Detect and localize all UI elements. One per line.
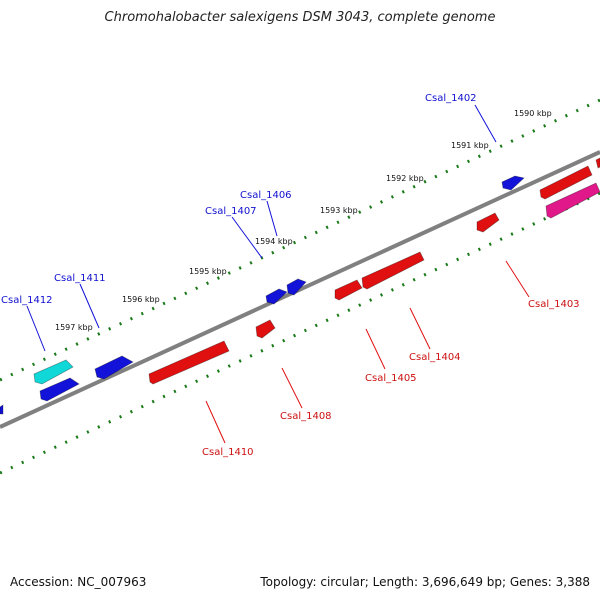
scale-label-1595: 1595 kbp <box>189 267 227 276</box>
label-csal-1405[interactable]: Csal_1405 <box>365 373 417 384</box>
gene-csal-1405[interactable] <box>334 279 363 301</box>
label-csal-1403[interactable]: Csal_1403 <box>528 299 580 310</box>
label-csal-1408[interactable]: Csal_1408 <box>280 411 332 422</box>
gene-csal-1412b[interactable] <box>39 377 80 402</box>
scale-label-1590: 1590 kbp <box>514 109 552 118</box>
label-csal-1404[interactable]: Csal_1404 <box>409 352 461 363</box>
scale-label-1592: 1592 kbp <box>386 174 424 183</box>
gene-right-red-small[interactable] <box>595 157 600 169</box>
gene-csal-1407[interactable] <box>286 278 307 296</box>
leader-csal-1405 <box>365 328 386 370</box>
map-title: Chromohalobacter salexigens DSM 3043, co… <box>104 10 496 25</box>
leader-csal-1410 <box>205 400 226 444</box>
gene-csal-1404[interactable] <box>361 251 425 290</box>
gene-csal-1403[interactable] <box>476 212 500 233</box>
gene-right-red[interactable] <box>539 165 593 200</box>
gene-left-edge[interactable] <box>0 404 4 415</box>
leader-csal-1412 <box>26 305 46 352</box>
genome-backbone <box>0 150 600 429</box>
leader-csal-1406 <box>266 200 278 237</box>
label-csal-1407[interactable]: Csal_1407 <box>205 206 257 217</box>
gene-csal-1410[interactable] <box>148 340 230 385</box>
leader-csal-1411 <box>79 283 100 329</box>
label-csal-1412[interactable]: Csal_1412 <box>1 295 53 306</box>
gene-csal-1402[interactable] <box>501 175 525 191</box>
scale-label-1597: 1597 kbp <box>55 323 93 332</box>
outer-tick-track <box>0 98 600 382</box>
gene-csal-1406[interactable] <box>265 288 288 305</box>
inner-tick-track <box>0 191 600 475</box>
gene-csal-1408[interactable] <box>255 319 276 339</box>
label-csal-1411[interactable]: Csal_1411 <box>54 273 106 284</box>
genome-summary-text: Topology: circular; Length: 3,696,649 bp… <box>260 575 590 589</box>
scale-label-1591: 1591 kbp <box>451 141 489 150</box>
scale-label-1594: 1594 kbp <box>255 237 293 246</box>
gene-right-pink[interactable] <box>545 182 600 219</box>
scale-label-1593: 1593 kbp <box>320 206 358 215</box>
label-csal-1406[interactable]: Csal_1406 <box>240 190 292 201</box>
label-csal-1402[interactable]: Csal_1402 <box>425 93 477 104</box>
leader-csal-1402 <box>474 104 497 143</box>
label-csal-1410[interactable]: Csal_1410 <box>202 447 254 458</box>
gene-csal-1411[interactable] <box>94 355 134 380</box>
leader-csal-1403 <box>505 260 530 298</box>
leader-csal-1408 <box>281 367 303 409</box>
accession-text: Accession: NC_007963 <box>10 575 147 589</box>
leader-csal-1407 <box>231 216 263 259</box>
scale-label-1596: 1596 kbp <box>122 295 160 304</box>
gene-csal-1412a[interactable] <box>33 359 74 385</box>
leader-csal-1404 <box>409 307 431 350</box>
